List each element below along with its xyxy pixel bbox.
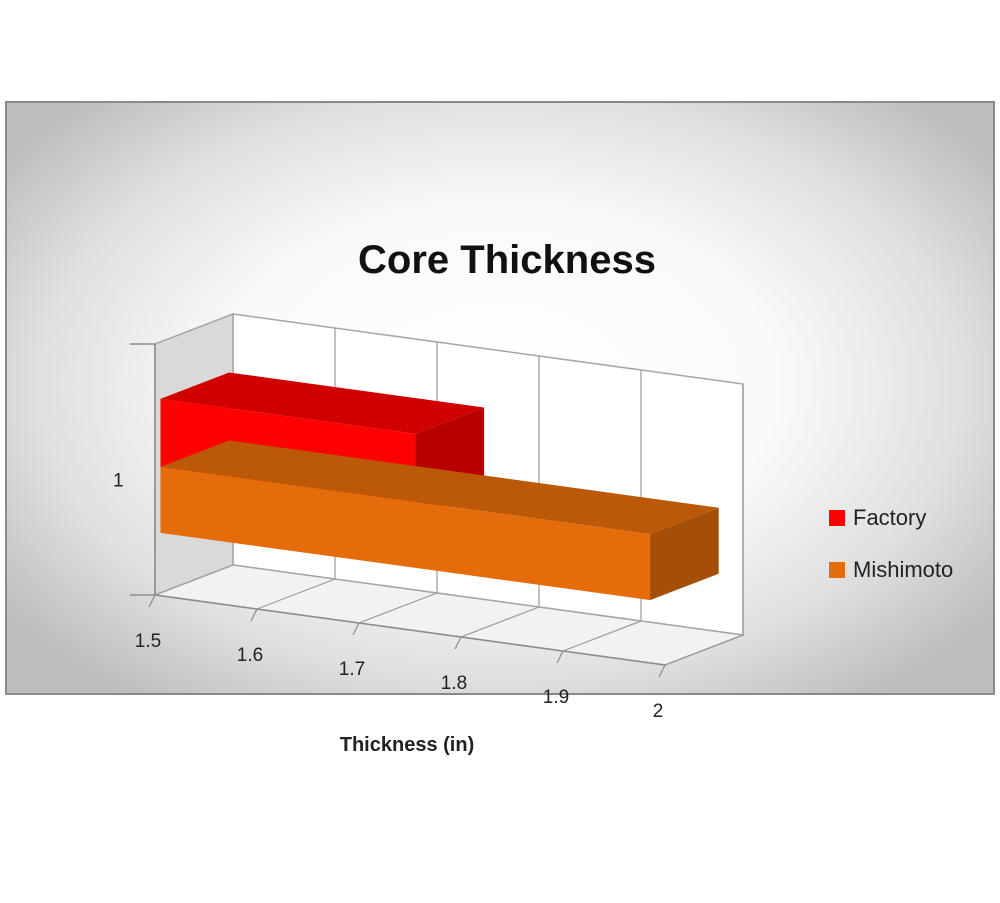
x-axis-line [154,594,666,666]
x-tick-mark [148,594,156,608]
y-category-label: 1 [113,471,124,492]
gridline [460,356,540,638]
gridline [562,370,642,652]
x-tick-mark [658,664,666,678]
x-tick-label: 1.7 [339,659,365,680]
x-axis-title: Thickness (in) [340,734,474,756]
x-tick-mark [250,608,258,622]
chart-area: Core Thickness Thickness (in) 1.5 1.6 1.7 1… [5,101,995,756]
x-tick-label: 2 [653,701,664,722]
x-tick-label: 1.8 [441,673,467,694]
x-tick-mark [454,636,462,650]
x-tick-mark [352,622,360,636]
x-tick-label: 1.6 [237,645,263,666]
bar-mishimoto [160,440,719,601]
bar-top-face [160,372,485,434]
legend-label: Mishimoto [853,557,953,582]
legend-swatch [829,562,845,578]
x-tick-label: 1.5 [135,631,161,652]
chart-title: Core Thickness [358,238,656,282]
bar-end-face [650,507,719,601]
bar-top-face [160,440,719,535]
gridline [664,384,744,666]
chart-legend: Factory Mishimoto [829,505,953,582]
chart-bars [160,372,719,601]
x-tick-label: 1.9 [543,687,569,708]
chart-labels: Core Thickness Thickness (in) 1.5 1.6 1.7 1… [113,238,663,756]
bar-front-face [160,466,651,601]
x-tick-mark [556,650,564,664]
chart-svg: Core Thickness Thickness (in) 1.5 1.6 1.7 1… [113,238,953,756]
legend-swatch [829,510,845,526]
legend-label: Factory [853,505,926,530]
